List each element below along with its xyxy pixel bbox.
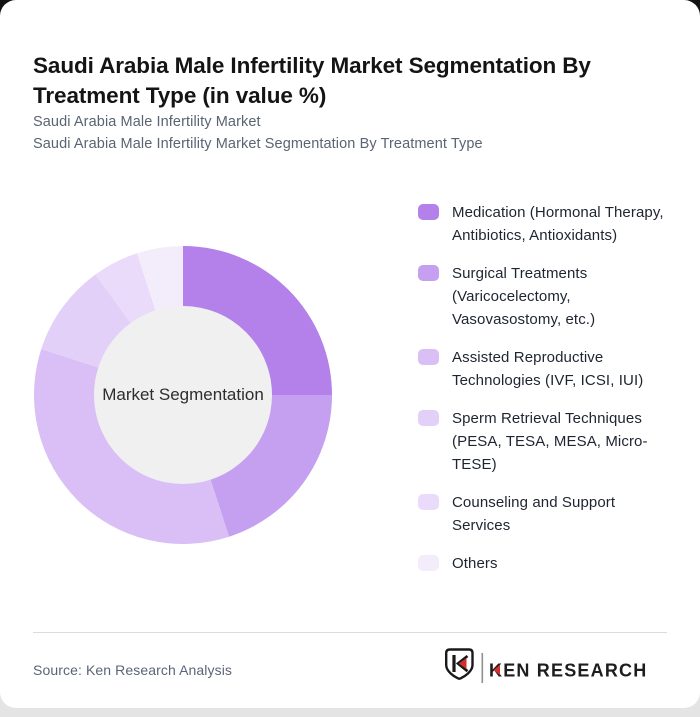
source-text: Source: Ken Research Analysis	[33, 662, 233, 678]
legend-item-5: Others	[418, 552, 678, 575]
footer-divider	[33, 632, 667, 633]
chart-subtitle-line2: Saudi Arabia Male Infertility Market Seg…	[33, 136, 483, 152]
donut-chart: Market Segmentation	[33, 245, 333, 545]
legend-label-4: Counseling and Support Services	[452, 494, 616, 534]
legend-label-1: Surgical Treatments (Varicocelectomy, Va…	[452, 265, 596, 328]
legend-swatch-4	[418, 494, 439, 510]
legend-swatch-5	[418, 555, 439, 571]
shield-red-triangle-icon	[458, 658, 467, 669]
chart-legend: Medication (Hormonal Therapy, Antibiotic…	[418, 201, 678, 575]
chart-title: Saudi Arabia Male Infertility Market Seg…	[33, 53, 591, 109]
legend-swatch-3	[418, 410, 439, 426]
donut-svg	[33, 246, 333, 545]
legend-item-3: Sperm Retrieval Techniques (PESA, TESA, …	[418, 407, 678, 476]
legend-swatch-0	[418, 204, 439, 220]
legend-label-2: Assisted Reproductive Technologies (IVF,…	[452, 349, 644, 389]
logo-divider	[481, 653, 484, 683]
legend-label-5: Others	[452, 555, 498, 572]
chart-subtitle-line1: Saudi Arabia Male Infertility Market	[33, 114, 261, 130]
legend-item-0: Medication (Hormonal Therapy, Antibiotic…	[418, 201, 678, 247]
wordmark-red-triangle-icon	[493, 664, 500, 676]
legend-item-2: Assisted Reproductive Technologies (IVF,…	[418, 346, 678, 392]
legend-item-1: Surgical Treatments (Varicocelectomy, Va…	[418, 262, 678, 331]
ken-research-logo: KEN RESEARCH	[445, 648, 647, 683]
legend-swatch-2	[418, 349, 439, 365]
legend-label-3: Sperm Retrieval Techniques (PESA, TESA, …	[452, 410, 648, 473]
ken-research-wordmark: KEN RESEARCH	[489, 661, 647, 681]
legend-swatch-1	[418, 265, 439, 281]
donut-center-circle	[94, 306, 272, 484]
legend-item-4: Counseling and Support Services	[418, 491, 678, 537]
legend-label-0: Medication (Hormonal Therapy, Antibiotic…	[452, 204, 664, 244]
ken-research-shield-icon	[445, 648, 474, 680]
